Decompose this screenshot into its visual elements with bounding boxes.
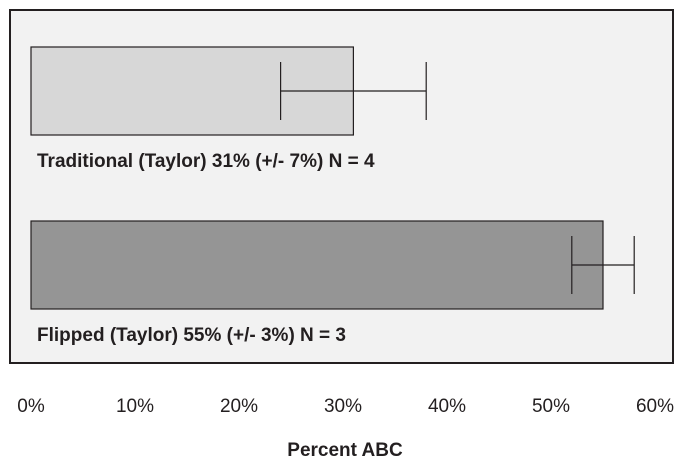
x-tick-label: 10%: [116, 396, 154, 417]
x-tick-label: 40%: [428, 396, 466, 417]
bar-label-traditional: Traditional (Taylor) 31% (+/- 7%) N = 4: [37, 151, 375, 172]
x-tick-label: 30%: [324, 396, 362, 417]
bar-flipped: [31, 221, 603, 309]
x-tick-label: 20%: [220, 396, 258, 417]
x-tick-label: 50%: [532, 396, 570, 417]
x-tick-label: 60%: [636, 396, 674, 417]
x-axis-ticks: 0% 10% 20% 30% 40% 50% 60%: [17, 396, 674, 417]
x-axis-title: Percent ABC: [287, 440, 403, 461]
bar-label-flipped: Flipped (Taylor) 55% (+/- 3%) N = 3: [37, 325, 346, 346]
x-tick-label: 0%: [17, 396, 45, 417]
